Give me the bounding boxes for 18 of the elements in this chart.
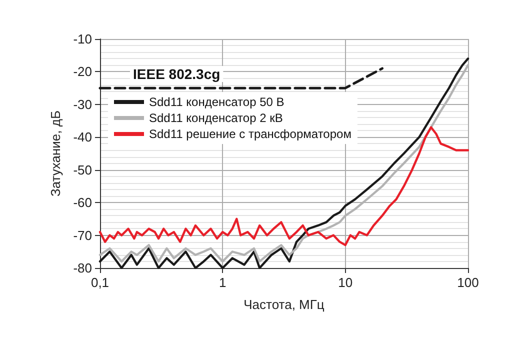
y-tick-label: -80 [73,260,92,276]
x-tick-label: 10 [338,275,353,290]
legend-label: Sdd11 конденсатор 50 В [149,95,284,109]
y-tick-label: -70 [73,228,92,243]
y-tick-label: -30 [73,96,92,112]
x-tick-label: 100 [457,275,479,290]
y-tick-label: -50 [73,162,92,178]
y-tick-label: -60 [73,195,92,210]
legend-label: Sdd11 решение с трансформатором [149,127,352,141]
y-tick-label: -20 [73,64,92,80]
annotation: IEEE 802.3cg [133,66,220,82]
x-tick-label: 0,1 [90,275,110,290]
x-tick-label: 1 [219,275,226,290]
x-axis-title: Частота, МГц [244,297,325,312]
y-axis-title: Затухание, дБ [48,110,63,196]
y-tick-label: -40 [73,130,92,145]
legend-label: Sdd11 конденсатор 2 кВ [149,111,283,125]
y-tick-label: -10 [73,32,92,46]
